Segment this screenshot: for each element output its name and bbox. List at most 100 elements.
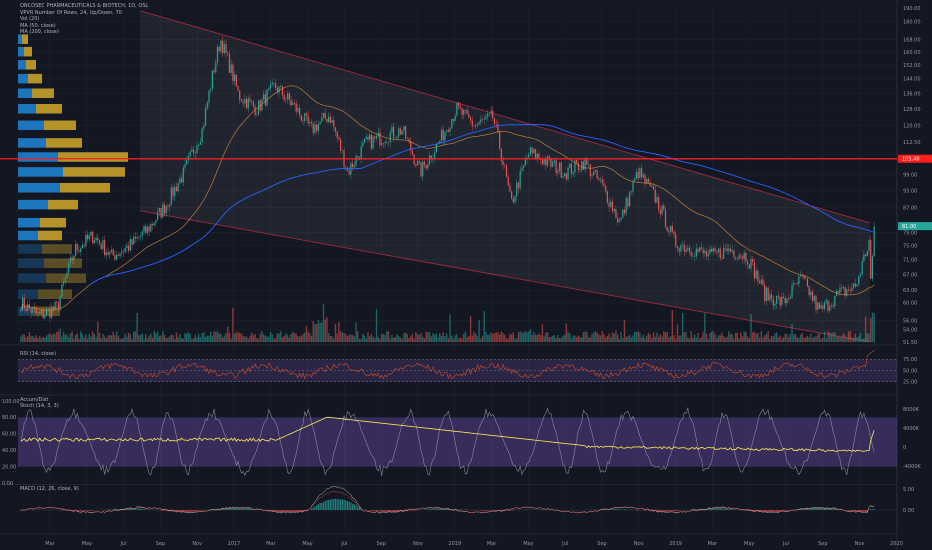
volume-bar <box>447 338 450 342</box>
volume-bar <box>480 338 482 342</box>
volume-bar <box>281 337 284 342</box>
candle-body <box>705 250 708 257</box>
macd-histogram-bar <box>488 510 490 511</box>
volume-bar <box>490 332 492 342</box>
candle-body <box>346 168 349 171</box>
candle-body <box>252 101 255 107</box>
volume-bar <box>398 336 400 342</box>
volume-bar <box>71 331 73 342</box>
candle-body <box>247 98 249 109</box>
macd-histogram-bar <box>256 509 258 510</box>
candle-body <box>873 226 875 257</box>
vpvr-down-bar <box>28 73 42 84</box>
candle-body <box>456 102 458 116</box>
candle-body <box>297 107 299 112</box>
macd-histogram-bar <box>676 510 679 511</box>
candle-body <box>242 101 244 104</box>
candle-body <box>169 204 171 207</box>
candle-body <box>552 162 554 167</box>
candle-body <box>516 182 518 197</box>
macd-histogram-bar <box>92 510 94 511</box>
volume-bar <box>298 336 301 342</box>
vpvr-down-bar <box>63 167 125 177</box>
price-tick-label: 99.00 <box>903 173 917 179</box>
accum-dist-line <box>20 416 875 452</box>
volume-bar <box>427 332 429 342</box>
price-tick-label: 79.00 <box>903 230 917 236</box>
macd-histogram-bar <box>446 508 448 510</box>
volume-bar <box>822 337 824 342</box>
candle-body <box>180 178 183 183</box>
volume-bar <box>726 336 728 342</box>
candle-body <box>820 305 822 309</box>
candle-body <box>444 131 446 141</box>
macd-histogram-bar <box>659 510 661 512</box>
macd-histogram-bar <box>487 510 489 511</box>
candle-body <box>127 245 130 251</box>
volume-bar <box>516 338 518 342</box>
macd-histogram-bar <box>276 510 278 513</box>
macd-histogram-bar <box>162 510 164 511</box>
candle-body <box>654 189 656 203</box>
candle-body <box>601 179 603 184</box>
candle-body <box>148 226 150 232</box>
candle-body <box>57 302 60 309</box>
volume-bar <box>307 331 309 342</box>
macd-histogram-bar <box>234 508 236 510</box>
macd-histogram-bar <box>820 508 822 510</box>
volume-bar <box>603 334 605 342</box>
macd-histogram-bar <box>786 510 788 511</box>
volume-bar <box>327 333 330 342</box>
macd-histogram-bar <box>245 508 248 510</box>
candle-body <box>434 152 436 159</box>
macd-histogram-bar <box>658 510 660 512</box>
candle-body <box>834 296 836 307</box>
volume-bar <box>208 335 210 342</box>
candle-body <box>418 160 420 163</box>
volume-bar <box>702 331 704 342</box>
candle-body <box>177 183 179 192</box>
macd-histogram-bar <box>603 509 605 510</box>
candle-body <box>51 307 53 318</box>
volume-bar <box>635 332 638 342</box>
candle-body <box>175 186 178 192</box>
candle-body <box>853 283 855 288</box>
macd-histogram-bar <box>73 510 75 511</box>
candle-body <box>25 308 27 312</box>
macd-histogram-bar <box>644 510 646 511</box>
macd-histogram-bar <box>673 510 675 511</box>
volume-bar <box>105 338 108 342</box>
channel-lower-line <box>139 210 871 343</box>
volume-bar <box>757 332 759 342</box>
candle-body <box>76 243 78 251</box>
candle-body <box>213 70 215 73</box>
volume-bar <box>273 338 275 342</box>
volume-bar <box>35 335 37 342</box>
macd-histogram-bar <box>179 510 181 512</box>
stoch-tick-label: 20.00 <box>2 464 16 470</box>
volume-bar <box>649 334 651 342</box>
candle-body <box>271 82 273 85</box>
candle-body <box>735 257 737 259</box>
candle-body <box>114 255 116 260</box>
candle-body <box>661 205 663 215</box>
candle-body <box>215 62 217 73</box>
candle-body <box>403 126 405 131</box>
candle-body <box>293 102 296 104</box>
macd-histogram-bar <box>39 509 41 510</box>
volume-bar <box>539 335 542 342</box>
macd-histogram-bar <box>456 509 458 510</box>
candle-body <box>305 113 308 116</box>
macd-histogram-bar <box>322 501 325 510</box>
channel-fill <box>140 10 870 342</box>
volume-bar <box>158 336 161 342</box>
macd-histogram-bar <box>480 510 482 511</box>
candle-body <box>295 103 297 112</box>
candle-body <box>620 217 622 220</box>
macd-tick-label: 5.00 <box>903 487 914 493</box>
grid-lines <box>0 0 898 550</box>
volume-bar <box>103 336 106 342</box>
macd-histogram-bar <box>825 508 827 510</box>
volume-bar <box>150 333 152 342</box>
